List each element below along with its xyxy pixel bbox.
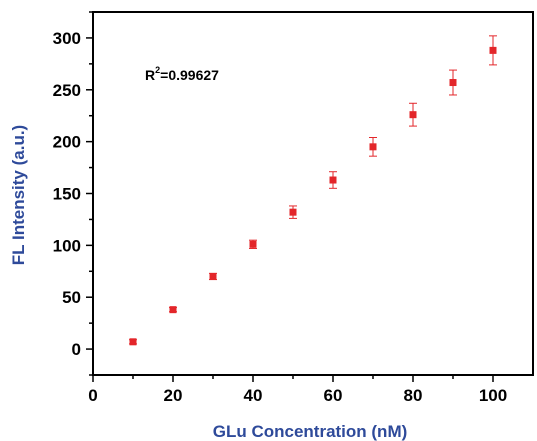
y-tick-label: 0 xyxy=(72,340,81,359)
x-tick-label: 100 xyxy=(479,386,507,405)
data-point xyxy=(449,79,457,87)
r-squared-annotation: R2=0.99627 xyxy=(145,65,219,83)
data-point xyxy=(489,46,497,54)
data-point xyxy=(409,111,417,119)
data-markers xyxy=(129,35,497,346)
y-axis-label: FL Intensity (a.u.) xyxy=(9,125,28,265)
y-tick-label: 150 xyxy=(53,185,81,204)
y-tick-label: 250 xyxy=(53,81,81,100)
r-squared-superscript: 2 xyxy=(155,65,160,75)
y-tick-label: 200 xyxy=(53,133,81,152)
y-tick-label: 100 xyxy=(53,236,81,255)
x-axis-label: GLu Concentration (nM) xyxy=(213,422,408,441)
x-tick-label: 80 xyxy=(404,386,423,405)
data-point xyxy=(209,272,217,280)
axes: 0 20 40 60 80 100 0 50 100 150 200 250 300 xyxy=(53,11,534,405)
data-point xyxy=(289,208,297,216)
data-point xyxy=(249,240,257,248)
data-point xyxy=(369,143,377,151)
x-tick-label: 20 xyxy=(164,386,183,405)
data-point xyxy=(169,306,177,314)
data-point xyxy=(129,338,137,346)
r-squared-value: =0.99627 xyxy=(160,67,219,83)
y-tick-label: 300 xyxy=(53,29,81,48)
x-tick-label: 60 xyxy=(324,386,343,405)
x-tick-label: 0 xyxy=(88,386,97,405)
data-point xyxy=(329,176,337,184)
y-tick-label: 50 xyxy=(62,288,81,307)
x-tick-label: 40 xyxy=(244,386,263,405)
r-squared-base: R xyxy=(145,67,155,83)
